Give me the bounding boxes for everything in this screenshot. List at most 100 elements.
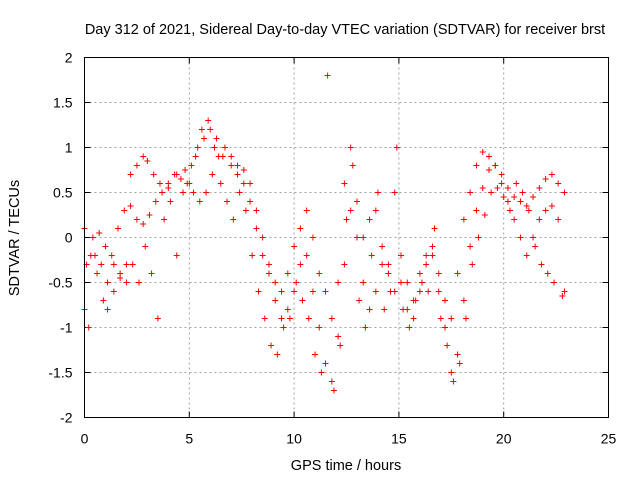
data-point (217, 180, 224, 187)
data-point (406, 324, 413, 331)
data-point (123, 261, 130, 268)
data-point (127, 203, 134, 209)
data-point (177, 176, 184, 182)
data-point (159, 189, 166, 196)
data-point (234, 171, 241, 178)
data-point (379, 261, 386, 268)
data-point (322, 360, 329, 367)
data-point (259, 234, 266, 241)
data-point (274, 351, 281, 358)
plot-frame (84, 57, 609, 418)
data-point (356, 297, 363, 304)
data-point (450, 378, 457, 385)
data-point (523, 252, 530, 259)
data-point (192, 153, 199, 160)
data-point (387, 288, 394, 295)
data-point (488, 189, 495, 196)
data-point (110, 288, 117, 295)
data-point (536, 185, 543, 191)
data-point (108, 252, 115, 259)
data-point (360, 279, 367, 286)
data-points (81, 72, 568, 394)
data-point (182, 167, 189, 173)
data-point (454, 351, 461, 358)
data-point (94, 270, 101, 277)
data-point (133, 162, 140, 169)
y-tick-label: -1.5 (48, 365, 72, 381)
data-point (360, 234, 367, 241)
data-point (397, 279, 404, 286)
data-point (190, 189, 197, 196)
data-point (297, 225, 304, 232)
data-point (98, 261, 105, 268)
data-point (517, 198, 524, 205)
data-point (221, 144, 228, 151)
data-point (247, 198, 254, 205)
data-point (511, 216, 518, 223)
data-point (236, 189, 243, 196)
data-point (525, 207, 532, 214)
data-point (347, 144, 354, 151)
data-point (309, 288, 316, 295)
data-point (511, 194, 518, 200)
data-point (530, 234, 537, 241)
data-point (347, 207, 354, 214)
x-tick-label: 15 (391, 431, 407, 447)
data-point (328, 378, 335, 385)
data-point (397, 252, 404, 259)
data-point (473, 207, 480, 214)
data-point (171, 171, 178, 178)
data-point (291, 288, 298, 295)
data-point (366, 216, 373, 223)
data-point (544, 270, 551, 277)
data-point (207, 126, 214, 133)
data-point (561, 288, 568, 295)
data-point (303, 207, 310, 214)
x-tick-label: 20 (496, 431, 512, 447)
data-point (242, 207, 249, 214)
data-point (400, 306, 407, 313)
data-point (117, 275, 124, 281)
data-point (249, 252, 256, 259)
data-point (224, 198, 231, 205)
y-tick-label: 0.5 (53, 185, 73, 201)
data-point (385, 261, 392, 268)
data-point (255, 288, 262, 295)
data-point (89, 234, 96, 241)
data-point (498, 180, 505, 187)
data-point (538, 261, 545, 268)
data-point (259, 252, 266, 259)
data-point (253, 225, 260, 232)
data-point (442, 324, 449, 331)
data-point (374, 189, 381, 196)
data-point (475, 234, 482, 241)
data-point (268, 342, 275, 349)
data-point (284, 306, 291, 313)
data-point (100, 297, 107, 304)
y-tick-label: 0 (65, 230, 73, 246)
data-point (324, 72, 331, 79)
data-point (379, 243, 386, 250)
data-point (372, 207, 379, 214)
data-point (404, 279, 411, 286)
data-point (152, 198, 159, 205)
data-point (91, 252, 98, 259)
data-point (123, 279, 130, 286)
data-point (265, 261, 272, 268)
data-point (286, 315, 293, 322)
data-point (486, 153, 493, 160)
data-point (150, 171, 157, 178)
data-point (341, 261, 348, 268)
y-axis-label: SDTVAR / TECUs (7, 180, 23, 296)
x-tick-label: 0 (81, 431, 89, 447)
data-point (425, 288, 432, 295)
data-point (129, 261, 136, 268)
data-point (309, 234, 316, 241)
data-point (542, 176, 549, 182)
data-point (161, 216, 168, 223)
data-point (530, 194, 537, 200)
data-point (353, 234, 360, 241)
data-point (504, 185, 511, 191)
x-tick-label: 10 (286, 431, 302, 447)
data-point (284, 270, 291, 277)
